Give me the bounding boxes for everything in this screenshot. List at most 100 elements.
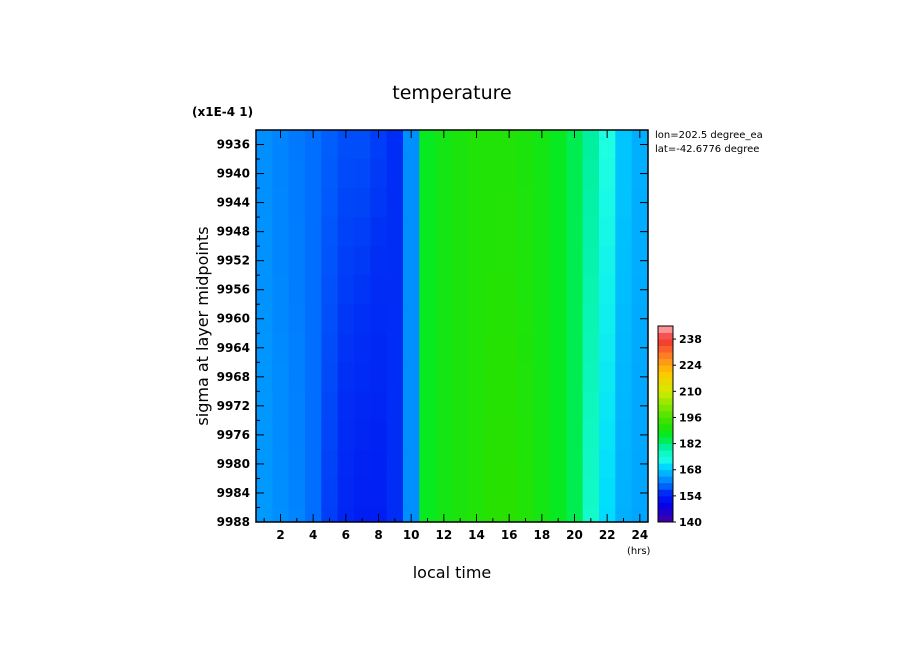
y-tick-label: 9976 — [217, 428, 250, 442]
heatmap-cell — [501, 420, 518, 451]
heatmap-cell — [550, 304, 567, 334]
heatmap-cell — [370, 333, 388, 363]
colorbar-band — [658, 404, 673, 412]
heatmap-cell — [599, 478, 616, 509]
heatmap-cell — [484, 246, 502, 276]
heatmap-cell — [615, 478, 633, 509]
heatmap-cell — [468, 391, 486, 421]
heatmap-cell — [631, 304, 648, 334]
heatmap-cell — [370, 304, 388, 334]
heatmap-cell — [386, 362, 404, 392]
y-tick-label: 9952 — [217, 254, 250, 268]
heatmap-cell — [550, 391, 567, 421]
y-tick-label: 9984 — [217, 486, 250, 500]
heatmap-cell — [354, 304, 371, 334]
heatmap-cell — [566, 159, 584, 189]
heatmap-cell — [533, 217, 551, 247]
heatmap-cell — [435, 391, 453, 421]
x-tick-label: 18 — [533, 528, 550, 542]
heatmap-cell — [288, 188, 306, 218]
heatmap-cell — [566, 188, 584, 218]
heatmap-cell — [533, 449, 551, 480]
colorbar-band — [658, 482, 673, 490]
heatmap-cell — [435, 130, 453, 160]
y-tick-label: 9964 — [217, 341, 250, 355]
heatmap-cell — [599, 130, 616, 160]
heatmap-cell — [370, 391, 388, 421]
heatmap-cell — [272, 478, 290, 509]
heatmap-cell — [321, 507, 339, 522]
heatmap-cell — [631, 391, 648, 421]
y-axis: 9936 9940 9944 9948 9952 9956 9960 9964 9968 9972… — [217, 129, 648, 529]
heatmap-cell — [435, 333, 453, 363]
heatmap-cell — [321, 478, 339, 509]
heatmap-cell — [337, 449, 355, 480]
location-lon: lon=202.5 degree_ea — [655, 130, 763, 141]
heatmap-cell — [354, 478, 371, 509]
heatmap-cell — [452, 333, 469, 363]
heatmap-cell — [256, 159, 273, 189]
heatmap-cell — [533, 159, 551, 189]
heatmap-cell — [452, 391, 469, 421]
heatmap-cell — [517, 130, 535, 160]
heatmap-cell — [354, 130, 371, 160]
y-tick-label: 9936 — [217, 138, 250, 152]
heatmap-cell — [582, 217, 600, 247]
heatmap-cell — [321, 159, 339, 189]
heatmap-cell — [599, 391, 616, 421]
heatmap-cell — [468, 275, 486, 305]
heatmap-cell — [533, 304, 551, 334]
heatmap-cell — [337, 478, 355, 509]
heatmap-cell — [370, 420, 388, 451]
heatmap-cell — [501, 391, 518, 421]
heatmap-cell — [533, 130, 551, 160]
heatmap-cell — [256, 246, 273, 276]
heatmap-cell — [435, 362, 453, 392]
heatmap-cell — [615, 507, 633, 522]
heatmap-cell — [550, 275, 567, 305]
heatmap-cell — [419, 333, 437, 363]
heatmap-cell — [566, 362, 584, 392]
heatmap-cell — [533, 478, 551, 509]
heatmap-cell — [305, 391, 322, 421]
heatmap-cell — [533, 333, 551, 363]
y-tick-label: 9960 — [217, 312, 250, 326]
heatmap-cell — [305, 304, 322, 334]
heatmap-cell — [337, 275, 355, 305]
heatmap-cell — [419, 188, 437, 218]
x-tick-label: 6 — [342, 528, 350, 542]
heatmap-cell — [386, 159, 404, 189]
heatmap-cell — [615, 188, 633, 218]
colorbar-band — [658, 469, 673, 477]
heatmap-cell — [272, 159, 290, 189]
heatmap-cell — [386, 304, 404, 334]
heatmap-cell — [305, 217, 322, 247]
y-tick-label: 9940 — [217, 167, 250, 181]
x-tick-label: 14 — [468, 528, 485, 542]
heatmap-cell — [435, 420, 453, 451]
colorbar-band — [658, 443, 673, 451]
heatmap-cell — [305, 130, 322, 160]
heatmap-cell — [403, 130, 420, 160]
heatmap-cell — [615, 362, 633, 392]
heatmap-field — [256, 130, 648, 522]
heatmap-cell — [321, 391, 339, 421]
heatmap-cell — [631, 246, 648, 276]
heatmap-cell — [582, 362, 600, 392]
heatmap-cell — [305, 159, 322, 189]
heatmap-cell — [272, 130, 290, 160]
heatmap-cell — [386, 275, 404, 305]
heatmap-cell — [550, 130, 567, 160]
heatmap-cell — [631, 478, 648, 509]
heatmap-cell — [631, 362, 648, 392]
scale-note: (x1E-4 1) — [192, 105, 253, 119]
heatmap-cell — [550, 217, 567, 247]
colorbar-band — [658, 515, 673, 523]
heatmap-cell — [452, 246, 469, 276]
colorbar-band — [658, 437, 673, 444]
heatmap-cell — [599, 304, 616, 334]
colorbar-band — [658, 508, 673, 516]
heatmap-cell — [517, 246, 535, 276]
x-tick-label: 10 — [403, 528, 420, 542]
